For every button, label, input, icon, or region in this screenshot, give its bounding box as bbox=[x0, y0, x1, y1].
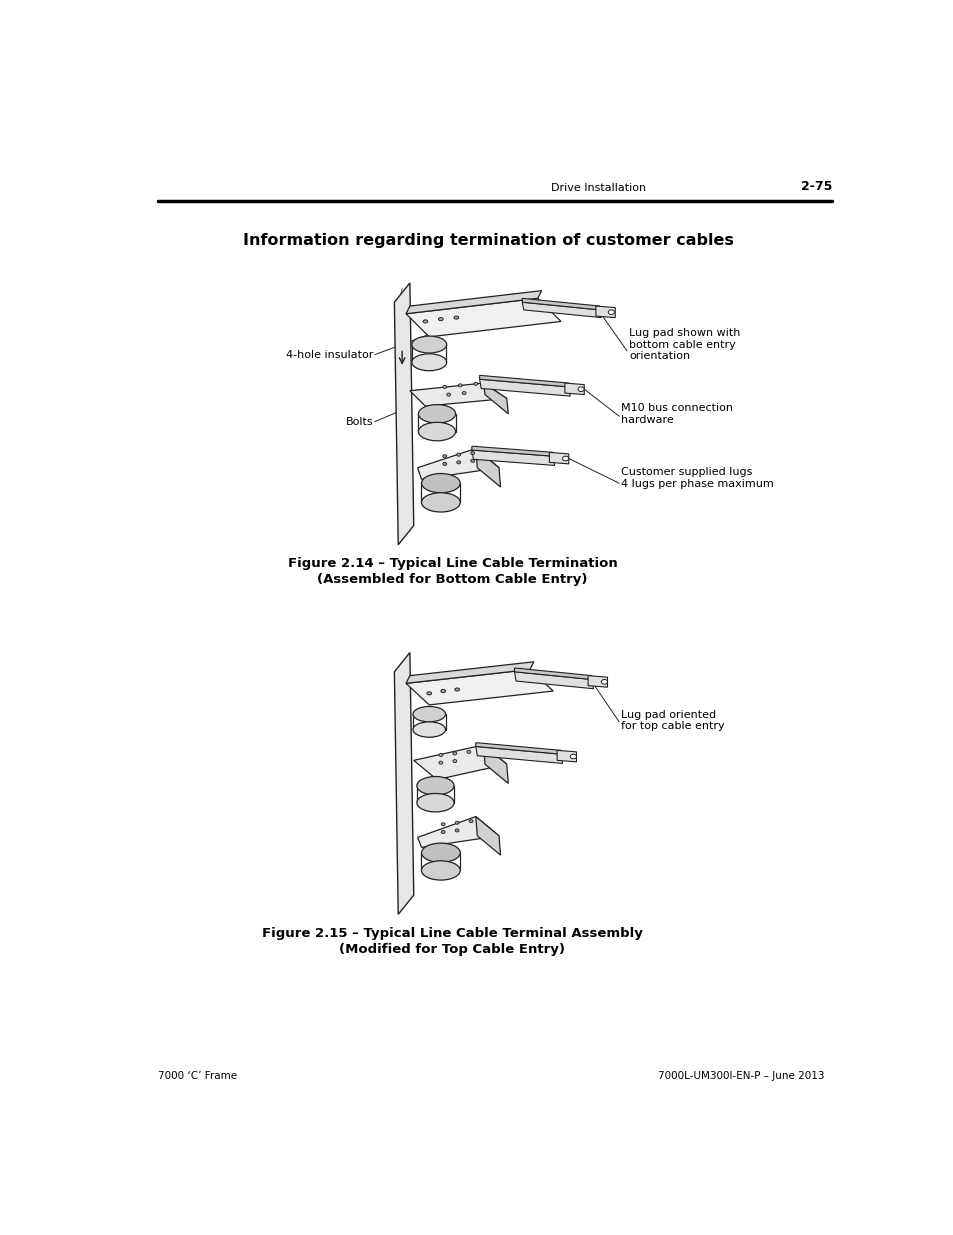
Polygon shape bbox=[394, 652, 414, 914]
Ellipse shape bbox=[421, 473, 459, 493]
Ellipse shape bbox=[438, 753, 442, 757]
Polygon shape bbox=[483, 383, 508, 414]
Text: Figure 2.15 – Typical Line Cable Terminal Assembly: Figure 2.15 – Typical Line Cable Termina… bbox=[262, 927, 642, 940]
Polygon shape bbox=[479, 375, 568, 387]
Text: Customer supplied lugs
4 lugs per phase maximum: Customer supplied lugs 4 lugs per phase … bbox=[620, 467, 774, 489]
Ellipse shape bbox=[456, 453, 460, 456]
Text: Information regarding termination of customer cables: Information regarding termination of cus… bbox=[243, 233, 734, 248]
Ellipse shape bbox=[416, 793, 454, 811]
Polygon shape bbox=[596, 306, 615, 317]
Text: 4-hole insulator: 4-hole insulator bbox=[286, 350, 373, 359]
Ellipse shape bbox=[474, 383, 477, 385]
Polygon shape bbox=[557, 751, 576, 762]
Ellipse shape bbox=[413, 721, 445, 737]
Ellipse shape bbox=[466, 751, 470, 753]
Polygon shape bbox=[549, 452, 568, 464]
Ellipse shape bbox=[453, 760, 456, 763]
Ellipse shape bbox=[600, 679, 607, 684]
Text: Lug pad shown with
bottom cable entry
orientation: Lug pad shown with bottom cable entry or… bbox=[629, 329, 740, 361]
Ellipse shape bbox=[457, 384, 461, 387]
Ellipse shape bbox=[455, 688, 459, 692]
Text: Drive Installation: Drive Installation bbox=[551, 183, 645, 193]
Ellipse shape bbox=[438, 317, 443, 321]
Ellipse shape bbox=[421, 861, 459, 881]
Ellipse shape bbox=[440, 689, 445, 693]
Ellipse shape bbox=[422, 320, 427, 324]
Ellipse shape bbox=[421, 493, 459, 513]
Polygon shape bbox=[410, 383, 506, 406]
Polygon shape bbox=[394, 283, 414, 545]
Polygon shape bbox=[472, 450, 555, 466]
Polygon shape bbox=[479, 379, 570, 396]
Polygon shape bbox=[414, 745, 506, 779]
Text: Bolts: Bolts bbox=[345, 416, 373, 426]
Polygon shape bbox=[521, 303, 600, 317]
Ellipse shape bbox=[454, 316, 458, 319]
Ellipse shape bbox=[570, 755, 576, 758]
Text: Figure 2.14 – Typical Line Cable Termination: Figure 2.14 – Typical Line Cable Termina… bbox=[287, 557, 617, 571]
Ellipse shape bbox=[446, 393, 450, 396]
Polygon shape bbox=[417, 448, 498, 479]
Text: 7000L-UM300I-EN-P – June 2013: 7000L-UM300I-EN-P – June 2013 bbox=[658, 1071, 823, 1081]
Ellipse shape bbox=[456, 461, 460, 464]
Text: 2-75: 2-75 bbox=[800, 180, 831, 193]
Polygon shape bbox=[521, 299, 599, 310]
Ellipse shape bbox=[441, 830, 445, 834]
Polygon shape bbox=[476, 816, 500, 855]
Ellipse shape bbox=[562, 456, 568, 461]
Ellipse shape bbox=[441, 823, 445, 826]
Ellipse shape bbox=[438, 761, 442, 764]
Ellipse shape bbox=[455, 829, 458, 832]
Polygon shape bbox=[514, 668, 592, 679]
Ellipse shape bbox=[416, 777, 454, 795]
Ellipse shape bbox=[578, 387, 583, 391]
Ellipse shape bbox=[608, 310, 614, 315]
Polygon shape bbox=[483, 745, 508, 783]
Polygon shape bbox=[417, 816, 498, 847]
Ellipse shape bbox=[470, 452, 474, 454]
Polygon shape bbox=[514, 672, 593, 689]
Ellipse shape bbox=[461, 391, 466, 395]
Polygon shape bbox=[406, 290, 541, 314]
Ellipse shape bbox=[442, 462, 446, 466]
Ellipse shape bbox=[412, 353, 446, 370]
Ellipse shape bbox=[453, 752, 456, 755]
Text: (Modified for Top Cable Entry): (Modified for Top Cable Entry) bbox=[339, 942, 565, 956]
Text: (Assembled for Bottom Cable Entry): (Assembled for Bottom Cable Entry) bbox=[317, 573, 587, 585]
Ellipse shape bbox=[442, 385, 446, 389]
Polygon shape bbox=[564, 383, 583, 395]
Polygon shape bbox=[406, 662, 534, 683]
Text: Lug pad oriented
for top cable entry: Lug pad oriented for top cable entry bbox=[620, 710, 724, 731]
Ellipse shape bbox=[470, 459, 474, 462]
Ellipse shape bbox=[418, 405, 456, 424]
Ellipse shape bbox=[421, 844, 459, 862]
Polygon shape bbox=[406, 669, 553, 705]
Polygon shape bbox=[472, 446, 553, 456]
Polygon shape bbox=[406, 299, 560, 337]
Polygon shape bbox=[587, 676, 607, 687]
Ellipse shape bbox=[469, 820, 473, 823]
Ellipse shape bbox=[413, 706, 445, 721]
Text: 7000 ‘C’ Frame: 7000 ‘C’ Frame bbox=[158, 1071, 237, 1081]
Polygon shape bbox=[476, 742, 560, 755]
Ellipse shape bbox=[412, 336, 446, 353]
Ellipse shape bbox=[442, 454, 446, 458]
Polygon shape bbox=[476, 448, 500, 487]
Ellipse shape bbox=[418, 422, 456, 441]
Text: M10 bus connection
hardware: M10 bus connection hardware bbox=[620, 403, 733, 425]
Ellipse shape bbox=[455, 821, 458, 824]
Polygon shape bbox=[476, 746, 562, 763]
Ellipse shape bbox=[427, 692, 431, 695]
